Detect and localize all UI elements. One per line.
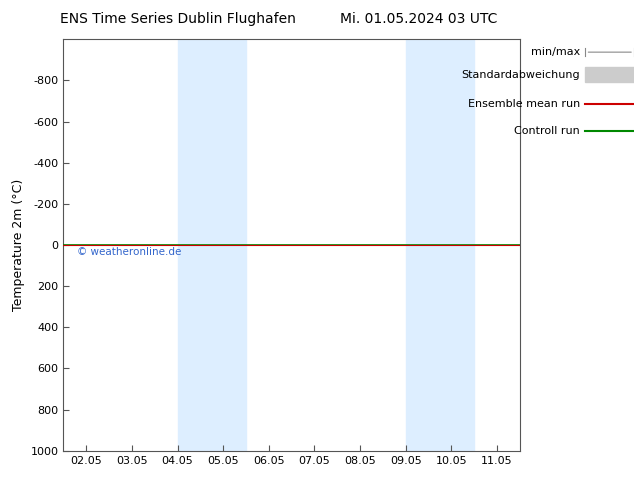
Text: min/max: min/max bbox=[531, 47, 580, 57]
Bar bbox=[178, 39, 246, 451]
Text: Mi. 01.05.2024 03 UTC: Mi. 01.05.2024 03 UTC bbox=[340, 12, 497, 26]
Bar bbox=[406, 39, 474, 451]
Text: Ensemble mean run: Ensemble mean run bbox=[468, 99, 580, 109]
Text: Controll run: Controll run bbox=[514, 126, 580, 136]
Text: © weatheronline.de: © weatheronline.de bbox=[77, 247, 181, 257]
Text: ENS Time Series Dublin Flughafen: ENS Time Series Dublin Flughafen bbox=[60, 12, 295, 26]
Y-axis label: Temperature 2m (°C): Temperature 2m (°C) bbox=[12, 179, 25, 311]
Text: Standardabweichung: Standardabweichung bbox=[462, 70, 580, 80]
